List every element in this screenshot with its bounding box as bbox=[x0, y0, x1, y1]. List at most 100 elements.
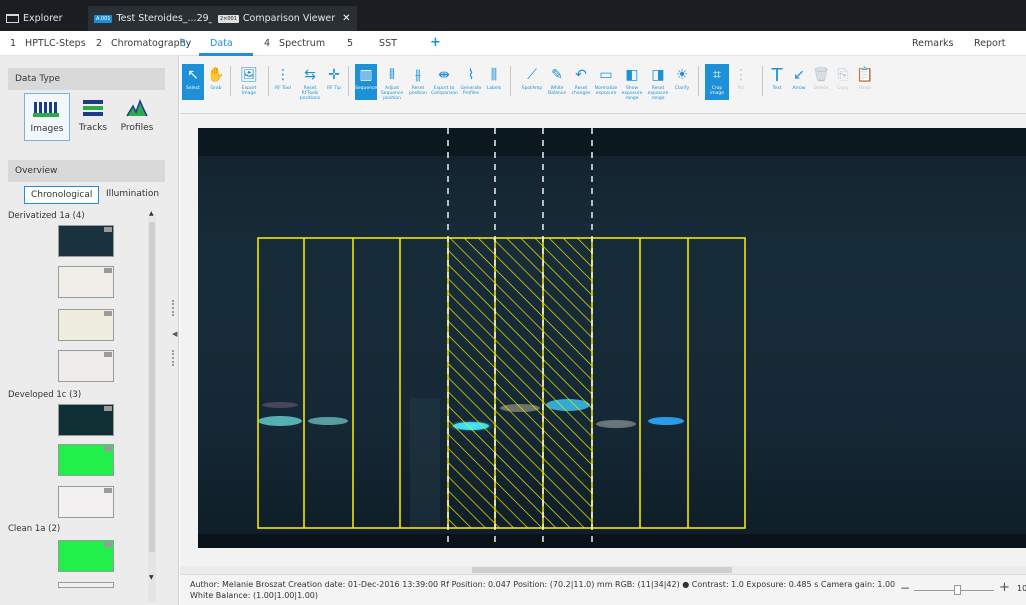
grab-tool-button[interactable]: ✋ Grab bbox=[207, 64, 225, 92]
normalize-exposure-button[interactable]: ▭ Normalize exposure bbox=[594, 64, 618, 97]
step-data[interactable]: 3 Data bbox=[180, 38, 233, 49]
thumbnail-image[interactable] bbox=[58, 350, 114, 382]
hand-icon: ✋ bbox=[207, 66, 225, 83]
thumbnail-image[interactable] bbox=[58, 540, 114, 572]
horizontal-scrollbar[interactable] bbox=[180, 566, 1026, 574]
hptlc-plate-image[interactable] bbox=[198, 128, 1026, 548]
thumbnail-image[interactable] bbox=[58, 486, 114, 518]
thumbnail-image[interactable] bbox=[58, 309, 114, 341]
collapse-panel-icon[interactable]: ◀ bbox=[172, 330, 178, 338]
group-derivatized[interactable]: Derivatized 1a (4) bbox=[8, 211, 85, 221]
scroll-up-icon[interactable]: ▲ bbox=[149, 210, 154, 217]
rrf-button[interactable]: ⋮ Rrf bbox=[732, 64, 750, 92]
paste-icon: 📋 bbox=[856, 66, 874, 83]
reset-position-icon: ⫵ bbox=[414, 66, 422, 83]
thumbnail-image[interactable] bbox=[58, 404, 114, 436]
toolbar-separator bbox=[268, 66, 269, 96]
text-tool-button[interactable]: T Text bbox=[768, 64, 786, 91]
exposure-range-icon: ◧ bbox=[625, 66, 639, 83]
tab-chronological[interactable]: Chronological bbox=[24, 186, 100, 204]
track-region[interactable] bbox=[257, 237, 746, 529]
reset-position-button[interactable]: ⫵ Reset position bbox=[407, 64, 429, 97]
arrow-tool-button[interactable]: ↙ Arrow bbox=[790, 64, 808, 92]
rf-tip-button[interactable]: ✛ RF Tip bbox=[326, 64, 342, 92]
comparison-icon: 2×001 bbox=[218, 14, 239, 23]
paste-button[interactable]: 📋 Paste bbox=[856, 64, 874, 92]
tab-illumination[interactable]: Illumination bbox=[106, 189, 160, 199]
profiles-chart-icon: ⌇ bbox=[467, 66, 475, 83]
generate-profiles-button[interactable]: ⌇ Generate Profiles bbox=[459, 64, 483, 97]
data-type-images[interactable]: Images bbox=[24, 93, 70, 141]
overview-scrollbar[interactable] bbox=[148, 214, 156, 602]
show-exposure-range-button[interactable]: ◧ Show exposure range bbox=[620, 64, 644, 102]
remarks-button[interactable]: Remarks bbox=[912, 38, 954, 49]
sequence-icon: ▥ bbox=[359, 66, 373, 83]
step-sst[interactable]: 5 SST bbox=[347, 38, 397, 49]
thumbnail-image[interactable] bbox=[58, 266, 114, 298]
close-icon[interactable]: ✕ bbox=[342, 13, 351, 24]
export-image-button[interactable]: 🖼 Export Image bbox=[238, 64, 260, 97]
thumbnail-tag bbox=[104, 406, 112, 411]
tab-comparison-viewer[interactable]: 2×001 Comparison Viewer ✕ bbox=[212, 6, 357, 31]
status-white-balance: White Balance: (1.00|1.00|1.00) bbox=[190, 591, 319, 600]
image-viewer[interactable] bbox=[180, 114, 1026, 566]
export-comparison-button[interactable]: ⇼ Export to Comparison bbox=[431, 64, 458, 97]
tab-explorer[interactable]: Explorer bbox=[6, 6, 63, 31]
thumbnail-image[interactable] bbox=[58, 444, 114, 476]
scrollbar-thumb[interactable] bbox=[149, 222, 155, 552]
zoom-control[interactable]: − + 10 bbox=[900, 580, 1026, 597]
sequence-button[interactable]: ▥ Sequence bbox=[355, 64, 377, 100]
splitter-grip-icon[interactable] bbox=[172, 350, 174, 366]
sequence-lines bbox=[447, 128, 593, 548]
spot bbox=[308, 417, 348, 425]
report-button[interactable]: Report bbox=[974, 38, 1006, 49]
data-type-header: Data Type bbox=[8, 68, 165, 90]
toolbar-separator bbox=[698, 66, 699, 96]
thumbnail-image[interactable] bbox=[58, 225, 114, 257]
group-clean[interactable]: Clean 1a (2) bbox=[8, 524, 61, 534]
copy-button[interactable]: ⎘ Copy bbox=[834, 64, 852, 92]
splitter-grip-icon[interactable] bbox=[172, 300, 174, 316]
delete-button[interactable]: 🗑 Delete bbox=[812, 64, 830, 92]
add-step-button[interactable]: + bbox=[430, 35, 441, 50]
spotamp-button[interactable]: ⟋ SpotAmp bbox=[520, 64, 544, 92]
step-bar: 1 HPTLC-Steps 2 Chromatography 3 Data 4 Spec… bbox=[0, 31, 1026, 56]
sun-icon: ☀ bbox=[675, 66, 689, 83]
crop-image-button[interactable]: ⌗ Crop image bbox=[705, 64, 729, 100]
reset-exposure-icon: ◨ bbox=[651, 66, 665, 83]
adjust-sequence-button[interactable]: ⫴ Adjust Sequence position bbox=[379, 64, 405, 102]
step-spectrum[interactable]: 4 Spectrum bbox=[264, 38, 326, 49]
step-chromatography[interactable]: 2 Chromatography bbox=[96, 38, 192, 49]
step-hptlc-steps[interactable]: 1 HPTLC-Steps bbox=[10, 38, 86, 49]
clarify-button[interactable]: ☀ Clarify bbox=[672, 64, 692, 92]
scroll-down-icon[interactable]: ▼ bbox=[149, 574, 154, 581]
zoom-out-icon[interactable]: − bbox=[900, 581, 911, 595]
thumbnail-tag bbox=[104, 488, 112, 493]
thumbnail-tag bbox=[104, 352, 112, 357]
data-type-profiles[interactable]: Profiles bbox=[114, 93, 160, 141]
toolbar-separator bbox=[762, 66, 763, 96]
zoom-value: 10 bbox=[1017, 584, 1026, 593]
zoom-slider-handle[interactable] bbox=[954, 585, 961, 595]
zoom-in-icon[interactable]: + bbox=[999, 580, 1010, 595]
white-balance-button[interactable]: ✎ White Balance bbox=[546, 64, 568, 97]
reset-changes-button[interactable]: ↶ Reset changes bbox=[570, 64, 592, 97]
export-image-icon: 🖼 bbox=[240, 66, 258, 83]
group-developed[interactable]: Developed 1c (3) bbox=[8, 390, 82, 400]
export-comparison-icon: ⇼ bbox=[438, 66, 450, 83]
reset-exposure-range-button[interactable]: ◨ Reset exposure range bbox=[646, 64, 670, 102]
reset-rf-icon: ⇆ bbox=[304, 66, 316, 83]
thumbnail-tag bbox=[104, 446, 112, 451]
reset-rftools-button[interactable]: ⇆ Reset RFTools positions bbox=[298, 64, 322, 102]
scrollbar-thumb[interactable] bbox=[472, 567, 732, 573]
labels-button[interactable]: ⫼ Labels bbox=[485, 64, 503, 92]
select-tool-button[interactable]: ↖ Select bbox=[182, 64, 204, 100]
crop-icon: ⌗ bbox=[713, 66, 721, 83]
status-info: Author: Melanie Broszat Creation date: 0… bbox=[190, 580, 896, 589]
rf-tool-button[interactable]: ⋮ RF Tool bbox=[274, 64, 292, 92]
data-type-tracks[interactable]: Tracks bbox=[70, 93, 116, 141]
copy-icon: ⎘ bbox=[837, 66, 849, 83]
toolbar-separator bbox=[348, 66, 349, 96]
thumbnail-image[interactable] bbox=[58, 582, 114, 588]
